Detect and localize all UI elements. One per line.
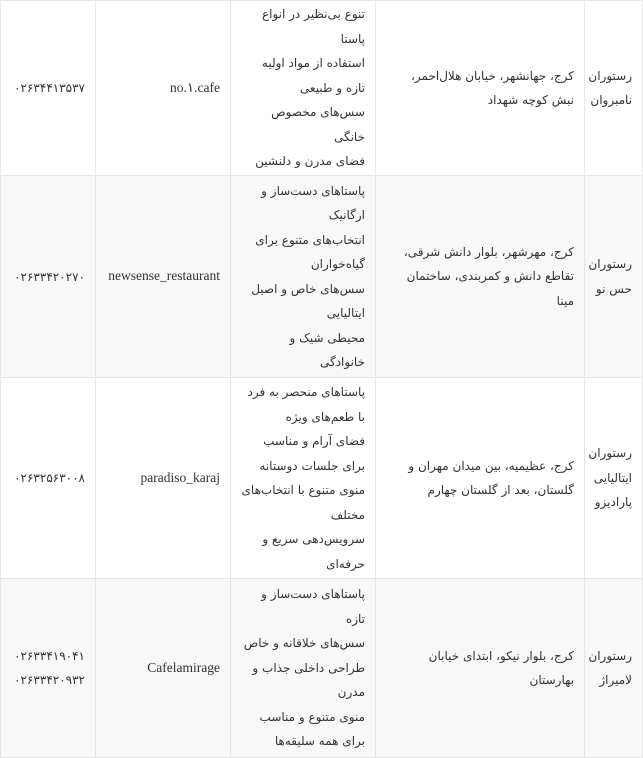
phone-number[interactable]: ۰۲۶۳۳۴۱۹۰۴۱ (14, 649, 85, 663)
features-cell: پاستاهای دست‌ساز و ارگانیک انتخاب‌های متن… (230, 175, 376, 378)
address-cell: کرج، جهانشهر، خیابان هلال‌احمر، نبش کوچه… (375, 0, 585, 176)
phone-cell: ۰۲۶۳۴۴۱۳۵۳۷ (0, 0, 96, 176)
feature-item: منوی متنوع و مناسب برای همه سلیقه‌ها (259, 709, 365, 749)
feature-item: فضای آرام و مناسب برای جلسات دوستانه (259, 434, 365, 473)
feature-item: استفاده از مواد اولیه تازه و طبیعی (261, 56, 365, 95)
feature-item: پاستاهای منحصر به فرد با طعم‌های ویژه (247, 385, 365, 424)
features-cell: تنوع بی‌نظیر در انواع پاستا استفاده از مو… (230, 0, 376, 176)
phone-number[interactable]: ۰۲۶۳۲۵۶۳۰۰۸ (14, 471, 85, 485)
features-cell: پاستاهای دست‌ساز و تازه سس‌های خلاقانه و … (230, 578, 376, 758)
table-row: رستوران ایتالیایی پارادیزو کرج، عظیمیه، ب… (0, 377, 643, 579)
phone-cell: ۰۲۶۳۳۴۲۰۲۷۰ (0, 175, 96, 378)
address-cell: کرج، عظیمیه، بین میدان مهران و گلستان، ب… (375, 377, 585, 579)
feature-item: سس‌های خلاقانه و خاص (243, 636, 365, 651)
feature-item: تنوع بی‌نظیر در انواع پاستا (261, 7, 365, 46)
phone-cell: ۰۲۶۳۲۵۶۳۰۰۸ (0, 377, 96, 579)
phone-number[interactable]: ۰۲۶۳۴۴۱۳۵۳۷ (14, 81, 85, 95)
phone-cell: ۰۲۶۳۳۴۱۹۰۴۱ ۰۲۶۳۳۴۲۰۹۳۲ (0, 578, 96, 758)
feature-item: محیطی شیک و خانوادگی (289, 330, 365, 370)
feature-item: سس‌های مخصوص خانگی (271, 105, 365, 144)
feature-item: انتخاب‌های متنوع برای گیاه‌خواران (255, 232, 365, 272)
table-row: رستوران نامبروان کرج، جهانشهر، خیابان هلا… (0, 0, 643, 176)
phone-number[interactable]: ۰۲۶۳۳۴۲۰۲۷۰ (14, 269, 85, 284)
restaurant-name-cell: رستوران ایتالیایی پارادیزو (584, 377, 643, 579)
feature-item: طراحی داخلی جذاب و مدرن (252, 660, 365, 700)
features-cell: پاستاهای منحصر به فرد با طعم‌های ویژه فضا… (230, 377, 376, 579)
feature-item: پاستاهای دست‌ساز و ارگانیک (261, 183, 365, 223)
restaurant-name-cell: رستوران حس نو (584, 175, 643, 378)
table-row: رستوران لامیراژ کرج، بلوار نیکو، ابتدای خ… (0, 578, 643, 758)
feature-item: سرویس‌دهی سریع و حرفه‌ای (262, 532, 365, 571)
instagram-cell: Cafelamirage (95, 578, 231, 758)
restaurant-name-cell: رستوران نامبروان (584, 0, 643, 176)
instagram-cell: newsense_restaurant (95, 175, 231, 378)
restaurant-name-cell: رستوران لامیراژ (584, 578, 643, 758)
table-row: رستوران حس نو کرج، مهرشهر، بلوار دانش شرق… (0, 175, 643, 378)
feature-item: منوی متنوع با انتخاب‌های مختلف (241, 483, 365, 522)
feature-item: سس‌های خاص و اصیل ایتالیایی (251, 281, 365, 321)
instagram-cell: no.۱.cafe (95, 0, 231, 176)
feature-item: پاستاهای دست‌ساز و تازه (261, 587, 365, 626)
instagram-cell: paradiso_karaj (95, 377, 231, 579)
address-cell: کرج، مهرشهر، بلوار دانش شرقی، تقاطع دانش… (375, 175, 585, 378)
feature-item: فضای مدرن و دلنشین (255, 154, 365, 169)
phone-number[interactable]: ۰۲۶۳۳۴۲۰۹۳۲ (14, 673, 85, 687)
address-cell: کرج، بلوار نیکو، ابتدای خیابان بهارستان (375, 578, 585, 758)
